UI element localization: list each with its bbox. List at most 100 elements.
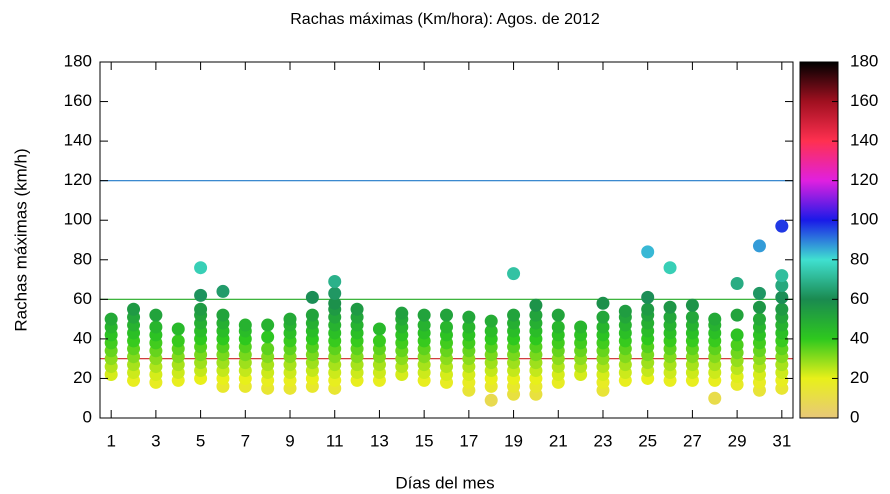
point xyxy=(775,290,789,304)
point xyxy=(149,308,163,322)
point xyxy=(328,296,342,310)
x-tick-label: 13 xyxy=(370,431,389,450)
colorbar-tick-label: 160 xyxy=(850,91,878,110)
colorbar-tick-label: 100 xyxy=(850,210,878,229)
point xyxy=(730,338,744,352)
point xyxy=(663,300,677,314)
point xyxy=(216,308,230,322)
point xyxy=(775,278,789,292)
point xyxy=(641,302,655,316)
x-tick-label: 5 xyxy=(196,431,205,450)
y-tick-label: 120 xyxy=(64,170,92,189)
point xyxy=(507,308,521,322)
point xyxy=(149,320,163,334)
point xyxy=(641,290,655,304)
point xyxy=(194,261,208,275)
point xyxy=(752,239,766,253)
x-tick-label: 3 xyxy=(151,431,160,450)
point xyxy=(574,320,588,334)
x-tick-label: 25 xyxy=(638,431,657,450)
x-tick-label: 31 xyxy=(772,431,791,450)
point xyxy=(663,310,677,324)
point xyxy=(171,322,185,336)
chart-title: Rachas máximas (Km/hora): Agos. de 2012 xyxy=(290,11,600,28)
point xyxy=(462,310,476,324)
x-tick-label: 9 xyxy=(285,431,294,450)
point xyxy=(618,304,632,318)
point xyxy=(305,308,319,322)
point xyxy=(596,310,610,324)
point xyxy=(216,284,230,298)
point xyxy=(417,308,431,322)
point xyxy=(730,308,744,322)
y-tick-label: 100 xyxy=(64,210,92,229)
y-tick-label: 140 xyxy=(64,131,92,150)
colorbar-tick-label: 40 xyxy=(850,328,869,347)
point xyxy=(350,302,364,316)
point xyxy=(685,298,699,312)
point xyxy=(752,312,766,326)
point xyxy=(775,302,789,316)
y-tick-label: 160 xyxy=(64,91,92,110)
point xyxy=(685,310,699,324)
point xyxy=(372,334,386,348)
point xyxy=(730,328,744,342)
y-tick-label: 80 xyxy=(73,249,92,268)
point xyxy=(194,302,208,316)
point xyxy=(551,308,565,322)
point xyxy=(752,286,766,300)
point xyxy=(775,269,789,283)
point xyxy=(752,300,766,314)
colorbar-tick-label: 140 xyxy=(850,131,878,150)
y-tick-label: 0 xyxy=(83,407,92,426)
point xyxy=(708,312,722,326)
point xyxy=(104,312,118,326)
point xyxy=(372,322,386,336)
point xyxy=(261,342,275,356)
x-tick-label: 7 xyxy=(241,431,250,450)
colorbar xyxy=(799,61,839,419)
point xyxy=(261,318,275,332)
x-tick-label: 23 xyxy=(594,431,613,450)
colorbar-tick-label: 120 xyxy=(850,170,878,189)
x-tick-label: 29 xyxy=(728,431,747,450)
point xyxy=(775,219,789,233)
x-axis-label: Días del mes xyxy=(395,473,494,492)
point xyxy=(551,320,565,334)
y-tick-label: 180 xyxy=(64,51,92,70)
point xyxy=(529,298,543,312)
point xyxy=(395,306,409,320)
x-tick-label: 21 xyxy=(549,431,568,450)
point xyxy=(127,302,141,316)
point xyxy=(730,277,744,291)
point xyxy=(440,320,453,334)
point xyxy=(328,275,342,289)
point xyxy=(484,324,498,338)
y-axis-label: Rachas máximas (km/h) xyxy=(11,148,30,331)
colorbar-tick-label: 0 xyxy=(850,407,859,426)
point xyxy=(596,320,610,334)
point xyxy=(283,312,297,326)
x-tick-label: 15 xyxy=(415,431,434,450)
x-tick-label: 19 xyxy=(504,431,523,450)
y-tick-label: 60 xyxy=(73,289,92,308)
point xyxy=(194,288,208,302)
colorbar-tick-label: 20 xyxy=(850,368,869,387)
point xyxy=(663,261,677,275)
point xyxy=(484,314,498,328)
point xyxy=(417,318,431,332)
y-tick-label: 20 xyxy=(73,368,92,387)
x-tick-label: 27 xyxy=(683,431,702,450)
point xyxy=(238,318,252,332)
colorbar-tick-label: 180 xyxy=(850,51,878,70)
x-tick-label: 11 xyxy=(326,431,344,450)
y-tick-label: 40 xyxy=(73,328,92,347)
point xyxy=(261,330,275,344)
point xyxy=(641,245,655,259)
plot-frame xyxy=(99,61,794,419)
point xyxy=(708,391,722,405)
point xyxy=(484,393,498,407)
x-tick-label: 17 xyxy=(459,431,478,450)
